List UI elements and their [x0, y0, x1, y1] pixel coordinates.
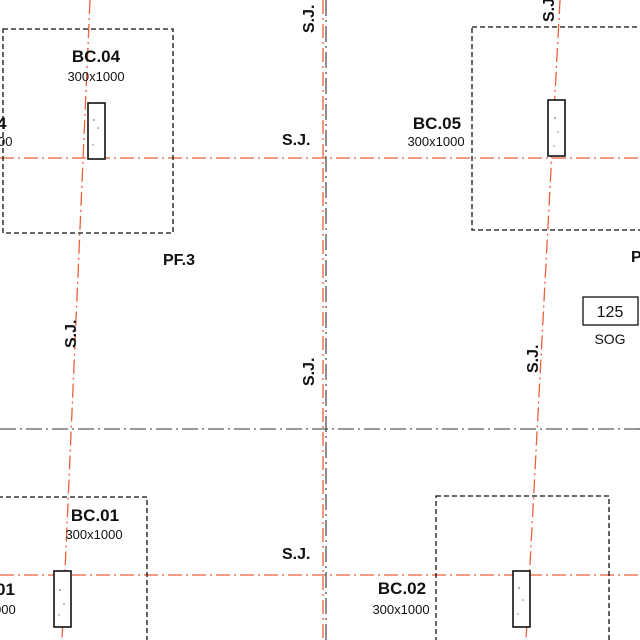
footing-size-bc01: 300x1000 — [65, 527, 122, 542]
footing-size-bc05: 300x1000 — [407, 134, 464, 149]
sj-label-center-middle: S.J. — [301, 358, 318, 386]
footing-code-bc02: BC.02 — [378, 579, 426, 598]
grid-line-right-vertical — [525, 0, 561, 640]
column-bc01 — [53, 570, 72, 628]
footing-size-partial-upper: 00 — [0, 134, 12, 149]
sj-label-top-right: S.J. — [541, 0, 558, 22]
columns — [53, 99, 566, 628]
footing-size-bc04: 300x1000 — [67, 69, 124, 84]
sj-label-upper-horizontal: S.J. — [282, 132, 310, 149]
column-hatching — [58, 117, 559, 616]
sj-label-lower-horizontal: S.J. — [282, 546, 310, 563]
sj-label-left-middle: S.J. — [63, 320, 80, 348]
sj-label-top-middle: S.J. — [301, 5, 318, 33]
column-bc02 — [512, 570, 531, 628]
footing-outline-bc04 — [2, 28, 174, 234]
footing-outline-bc02 — [435, 495, 610, 640]
footing-size-bc02: 300x1000 — [372, 602, 429, 617]
footing-outline-bc01 — [0, 496, 148, 640]
grid-line-left-vertical — [61, 0, 91, 640]
pad-footing-label-pf3: PF.3 — [163, 252, 195, 269]
slab-thickness-box — [582, 296, 639, 326]
slab-type-label: SOG — [594, 331, 625, 347]
column-bc05 — [547, 99, 566, 157]
footing-outlines — [0, 26, 640, 640]
footing-code-bc05: BC.05 — [413, 114, 461, 133]
slab-thickness-value: 125 — [597, 304, 624, 321]
footing-code-partial-upper: 4 — [0, 114, 7, 133]
footing-outline-bc05 — [471, 26, 640, 231]
column-bc04 — [87, 102, 106, 160]
footing-code-partial-lower: 01 — [0, 580, 15, 599]
pad-footing-label-partial: P — [631, 249, 640, 266]
footing-code-bc01: BC.01 — [71, 506, 119, 525]
footing-code-bc04: BC.04 — [72, 47, 121, 66]
sj-label-right-middle: S.J. — [525, 345, 542, 373]
footing-size-partial-lower: 000 — [0, 602, 16, 617]
